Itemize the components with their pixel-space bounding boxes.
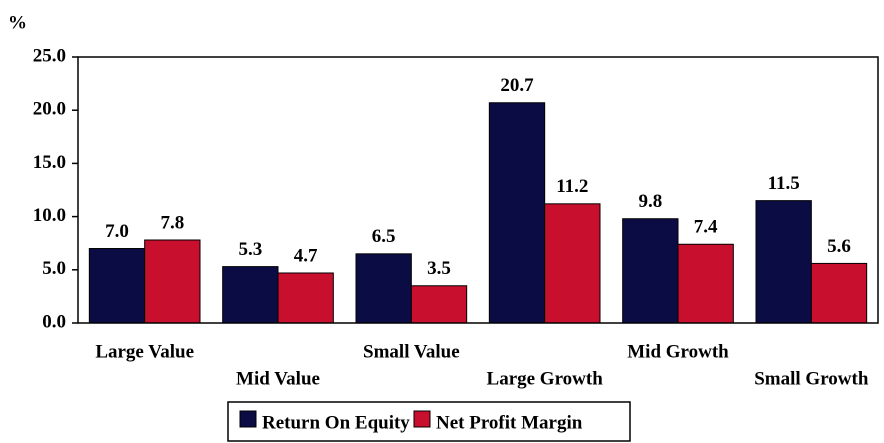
data-label: 3.5: [427, 258, 451, 279]
bar: [755, 200, 812, 324]
data-label: 20.7: [500, 75, 534, 96]
bar: [677, 243, 734, 324]
bar: [622, 218, 679, 324]
legend-swatch: [239, 410, 257, 428]
x-tick-label: Mid Growth: [627, 341, 729, 362]
plot-border: [77, 56, 879, 324]
x-tick-label: Large Growth: [487, 368, 604, 389]
data-label: 11.2: [556, 176, 588, 197]
y-tick-label: 20.0: [33, 99, 66, 120]
bar: [810, 262, 868, 324]
bar: [277, 272, 334, 324]
bar: [544, 203, 601, 324]
data-label: 5.6: [827, 236, 851, 257]
legend-label: Net Profit Margin: [436, 412, 583, 433]
legend-label: Return On Equity: [262, 412, 410, 433]
data-label: 11.5: [768, 173, 800, 194]
data-label: 9.8: [638, 191, 662, 212]
legend-swatch: [413, 410, 431, 428]
data-label: 5.3: [238, 239, 262, 260]
data-label: 7.0: [105, 221, 129, 242]
y-tick-label: 5.0: [42, 258, 66, 279]
data-label: 6.5: [372, 226, 396, 247]
bar: [88, 248, 146, 324]
bar: [410, 285, 468, 324]
y-tick-label: 25.0: [33, 45, 66, 66]
y-axis-label: %: [8, 12, 27, 33]
y-tick-label: 10.0: [33, 205, 66, 226]
bar: [355, 253, 412, 324]
x-tick-label: Small Value: [363, 341, 460, 362]
x-tick-label: Mid Value: [236, 368, 320, 389]
x-tick-label: Small Growth: [754, 368, 869, 389]
bar: [488, 102, 546, 324]
bar: [144, 239, 201, 324]
y-tick-label: 0.0: [42, 311, 66, 332]
x-tick-label: Large Value: [95, 341, 194, 362]
data-label: 7.8: [160, 212, 184, 233]
data-label: 7.4: [694, 217, 718, 238]
y-tick-label: 15.0: [33, 152, 66, 173]
bar: [222, 266, 279, 324]
data-label: 4.7: [294, 245, 318, 266]
